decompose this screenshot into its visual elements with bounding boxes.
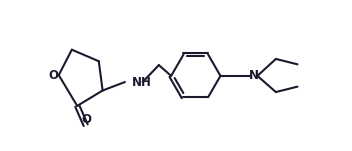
Text: O: O <box>81 113 92 126</box>
Text: O: O <box>48 69 58 82</box>
Text: N: N <box>249 69 259 82</box>
Text: NH: NH <box>132 76 152 88</box>
